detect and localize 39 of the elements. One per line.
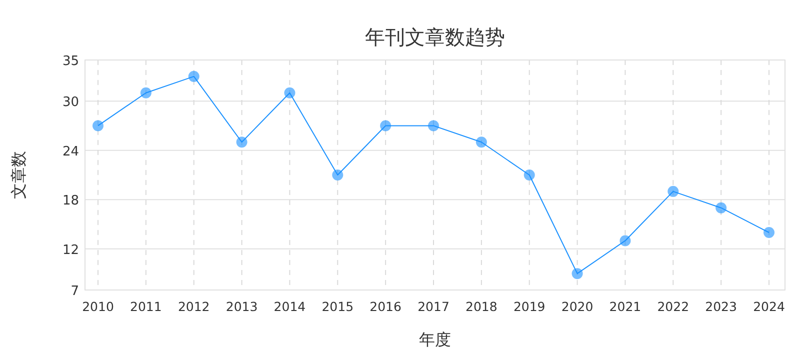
x-tick-label: 2012 xyxy=(178,299,210,314)
point xyxy=(284,87,296,98)
y-axis-title: 文章数 xyxy=(9,151,28,199)
x-tick-label: 2014 xyxy=(274,299,306,314)
x-tick-label: 2023 xyxy=(705,299,737,314)
x-tick-label: 2013 xyxy=(226,299,258,314)
point xyxy=(476,136,487,148)
x-tick-label: 2019 xyxy=(513,299,546,314)
point xyxy=(236,136,248,148)
point xyxy=(140,87,152,98)
x-tick-label: 2018 xyxy=(466,299,498,314)
point xyxy=(380,120,392,132)
x-tick-label: 2015 xyxy=(322,299,354,314)
x-tick-label: 2022 xyxy=(657,299,690,314)
point xyxy=(524,170,535,180)
x-tick-label: 2020 xyxy=(561,299,594,314)
y-tick-label: 7 xyxy=(70,284,79,299)
x-tick-label: 2016 xyxy=(370,299,402,314)
point xyxy=(716,202,727,214)
x-axis-title: 年度 xyxy=(419,330,451,349)
point xyxy=(188,70,200,82)
chart-title: 年刊文章数趋势 xyxy=(365,25,505,49)
y-tick-label: 18 xyxy=(62,194,79,209)
point xyxy=(92,120,104,132)
x-tick-label: 2021 xyxy=(609,299,642,314)
point xyxy=(428,120,439,132)
y-tick-label: 24 xyxy=(62,144,79,160)
point xyxy=(764,227,774,238)
x-tick-label: 2011 xyxy=(130,299,162,314)
y-tick-label: 30 xyxy=(62,95,79,110)
y-tick-label: 35 xyxy=(62,54,79,69)
point xyxy=(620,235,631,246)
point xyxy=(332,170,344,180)
x-tick-label: 2017 xyxy=(418,299,450,314)
point xyxy=(668,186,679,197)
x-tick-label: 2024 xyxy=(753,299,785,314)
x-tick-label: 2010 xyxy=(82,299,114,314)
point xyxy=(572,268,583,280)
y-tick-label: 12 xyxy=(62,242,79,258)
